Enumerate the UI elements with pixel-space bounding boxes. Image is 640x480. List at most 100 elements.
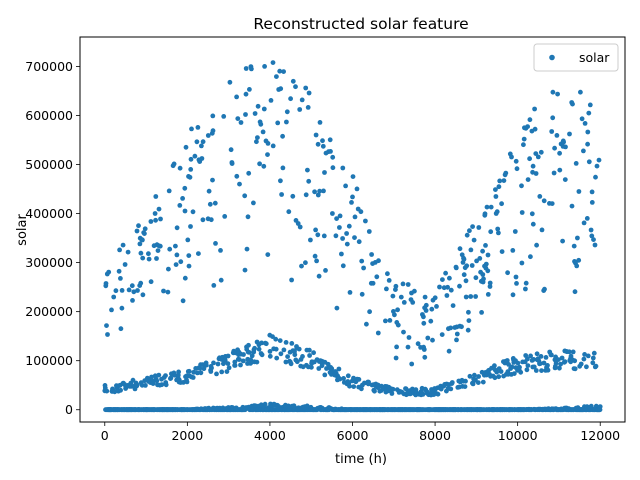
scatter-point [573, 289, 578, 294]
scatter-point [500, 249, 505, 254]
scatter-point [473, 294, 478, 299]
scatter-point [492, 363, 497, 368]
scatter-point [578, 90, 583, 95]
scatter-point [227, 365, 232, 370]
scatter-point [360, 292, 365, 297]
scatter-point [143, 383, 148, 388]
legend-marker-solar [549, 55, 555, 61]
scatter-point [153, 194, 158, 199]
scatter-point [130, 298, 135, 303]
scatter-point [463, 384, 468, 389]
scatter-point [234, 174, 239, 179]
scatter-point [183, 276, 188, 281]
scatter-point [593, 175, 598, 180]
scatter-point [130, 283, 135, 288]
scatter-point [262, 64, 267, 69]
scatter-point [353, 215, 358, 220]
scatter-point [142, 231, 147, 236]
scatter-point [104, 281, 109, 286]
scatter-point [213, 201, 218, 206]
scatter-point [430, 338, 435, 343]
scatter-point [428, 319, 433, 324]
scatter-point [526, 363, 531, 368]
scatter-point [481, 277, 486, 282]
scatter-point [369, 252, 374, 257]
scatter-point [585, 216, 590, 221]
scatter-point [243, 112, 248, 117]
scatter-point [525, 367, 530, 372]
scatter-point [511, 292, 516, 297]
scatter-point [315, 232, 320, 237]
scatter-point [210, 114, 215, 119]
scatter-point [557, 168, 562, 173]
scatter-point [255, 360, 260, 365]
scatter-point [352, 235, 357, 240]
scatter-point [464, 263, 469, 268]
y-tick-label: 700000 [25, 59, 73, 74]
scatter-point [300, 98, 305, 103]
scatter-point [454, 266, 459, 271]
scatter-point [273, 337, 278, 342]
scatter-point [218, 248, 223, 253]
scatter-point [186, 253, 191, 258]
scatter-point [119, 326, 124, 331]
scatter-point [515, 166, 520, 171]
scatter-point [448, 326, 453, 331]
scatter-point [264, 341, 269, 346]
scatter-point [320, 138, 325, 143]
y-tick-label: 600000 [25, 108, 73, 123]
scatter-point [410, 300, 415, 305]
scatter-point [424, 308, 429, 313]
scatter-point [156, 248, 161, 253]
scatter-point [532, 107, 537, 112]
scatter-point [499, 369, 504, 374]
scatter-point [321, 144, 326, 149]
scatter-point [226, 361, 231, 366]
scatter-point [533, 127, 538, 132]
scatter-point [585, 130, 590, 135]
scatter-point [316, 142, 321, 147]
scatter-point [153, 211, 158, 216]
scatter-point [281, 166, 286, 171]
scatter-point [499, 201, 504, 206]
scatter-point [583, 121, 588, 126]
scatter-point [237, 182, 242, 187]
scatter-point [311, 350, 316, 355]
scatter-point [147, 257, 152, 262]
scatter-point [462, 272, 467, 277]
scatter-point [407, 335, 412, 340]
scatter-point [372, 389, 377, 394]
scatter-point [211, 283, 216, 288]
scatter-point [158, 244, 163, 249]
scatter-point [359, 209, 364, 214]
scatter-point [181, 298, 186, 303]
scatter-point [187, 369, 192, 374]
scatter-point [210, 178, 215, 183]
scatter-point [424, 303, 429, 308]
scatter-point [517, 365, 522, 370]
scatter-point [216, 362, 221, 367]
scatter-point [278, 178, 283, 183]
scatter-point [560, 239, 565, 244]
scatter-point [466, 310, 471, 315]
scatter-point [546, 368, 551, 373]
scatter-point [262, 107, 267, 112]
scatter-point [544, 355, 549, 360]
scatter-point [321, 189, 326, 194]
scatter-point [468, 294, 473, 299]
scatter-point [388, 318, 393, 323]
scatter-point [118, 388, 123, 393]
scatter-point [182, 186, 187, 191]
scatter-point [209, 366, 214, 371]
scatter-point [334, 233, 339, 238]
scatter-point [345, 242, 350, 247]
scatter-point [385, 271, 390, 276]
scatter-point [265, 252, 270, 257]
scatter-point [121, 243, 126, 248]
scatter-point [117, 248, 122, 253]
scatter-point [549, 129, 554, 134]
scatter-point [289, 278, 294, 283]
scatter-point [185, 238, 190, 243]
scatter-point [421, 321, 426, 326]
scatter-point [557, 151, 562, 156]
